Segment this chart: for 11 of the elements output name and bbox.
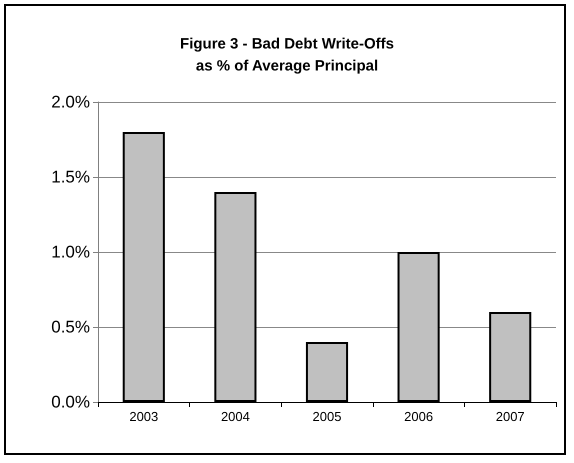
y-tick-label: 0.5%: [51, 318, 90, 336]
x-tick-label: 2004: [220, 409, 250, 424]
y-tick-label: 2.0%: [51, 92, 90, 112]
y-tick-label: 1.0%: [51, 242, 90, 262]
chart-title: Figure 3 - Bad Debt Write-Offs as % of Average Principal: [180, 36, 394, 74]
y-tick-label: 0.0%: [51, 392, 90, 412]
x-tick-label: 2005: [312, 409, 342, 424]
x-tick-label: 2003: [129, 409, 158, 424]
x-tick-label: 2006: [404, 409, 434, 424]
x-tick-label: 2007: [496, 409, 525, 424]
y-tick-label: 1.5%: [51, 168, 90, 186]
